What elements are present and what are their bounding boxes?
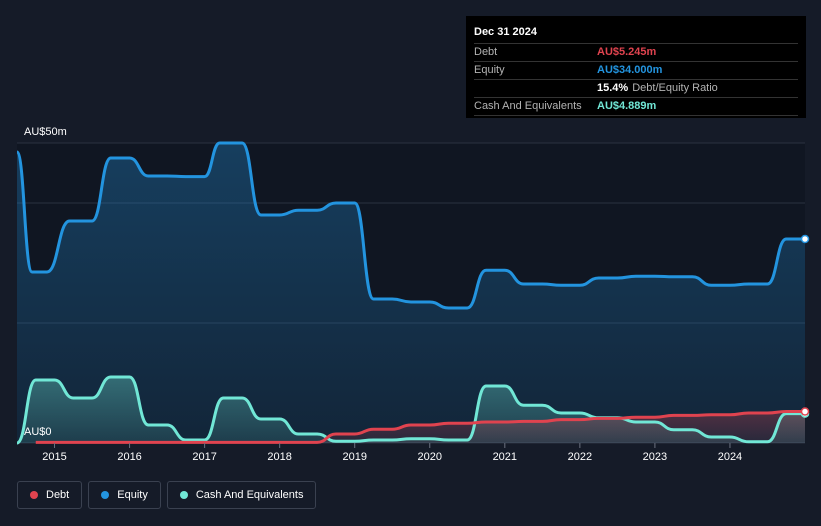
- tooltip-ratio-label: Debt/Equity Ratio: [632, 82, 718, 94]
- tooltip-ratio-value: 15.4%: [597, 82, 629, 94]
- x-tick-label: 2020: [418, 451, 442, 463]
- chart-legend: Debt Equity Cash And Equivalents: [17, 481, 317, 509]
- tooltip-equity-label: Equity: [474, 64, 505, 76]
- debt-end-point: [800, 407, 810, 416]
- x-tick-label: 2019: [342, 451, 366, 463]
- tooltip-cash-row: Cash And Equivalents AU$4.889m: [474, 98, 798, 116]
- y-axis-top-label: AU$50m: [24, 126, 67, 138]
- legend-item-cash[interactable]: Cash And Equivalents: [166, 481, 317, 509]
- y-axis-bottom-label: AU$0: [24, 426, 52, 438]
- tooltip-date: Dec 31 2024: [474, 22, 798, 44]
- x-tick-label: 2017: [192, 451, 216, 463]
- legend-equity-label: Equity: [117, 489, 148, 501]
- tooltip-cash-value: AU$4.889m: [597, 100, 657, 112]
- tooltip-equity-row: Equity AU$34.000m: [474, 62, 798, 80]
- tooltip-debt-label: Debt: [474, 46, 498, 58]
- equity-end-point: [800, 234, 810, 244]
- debt-dot-icon: [30, 491, 38, 499]
- tooltip-panel: Dec 31 2024 Debt AU$5.245m Equity AU$34.…: [466, 16, 806, 118]
- debt-line: [35, 410, 805, 444]
- tooltip-debt-row: Debt AU$5.245m: [474, 44, 798, 62]
- legend-item-debt[interactable]: Debt: [17, 481, 83, 509]
- x-tick-label: 2015: [42, 451, 66, 463]
- x-tick-label: 2018: [267, 451, 291, 463]
- x-tick-label: 2022: [568, 451, 592, 463]
- cash-dot-icon: [179, 491, 188, 499]
- equity-line: [15, 141, 805, 310]
- x-tick-label: 2021: [493, 451, 517, 463]
- legend-cash-label: Cash And Equivalents: [195, 489, 304, 501]
- equity-dot-icon: [101, 491, 110, 499]
- legend-debt-label: Debt: [46, 489, 70, 501]
- tooltip-equity-value: AU$34.000m: [597, 64, 663, 76]
- tooltip-cash-label: Cash And Equivalents: [474, 100, 582, 112]
- legend-item-equity[interactable]: Equity: [88, 481, 161, 509]
- tooltip-ratio-row: 15.4% Debt/Equity Ratio: [474, 80, 798, 98]
- x-tick-label: 2024: [718, 451, 742, 463]
- tooltip-debt-value: AU$5.245m: [597, 46, 657, 58]
- x-tick-label: 2023: [643, 451, 667, 463]
- x-tick-label: 2016: [117, 451, 141, 463]
- equity-area: [17, 143, 805, 443]
- cash-and-equivalents-line: [16, 375, 805, 445]
